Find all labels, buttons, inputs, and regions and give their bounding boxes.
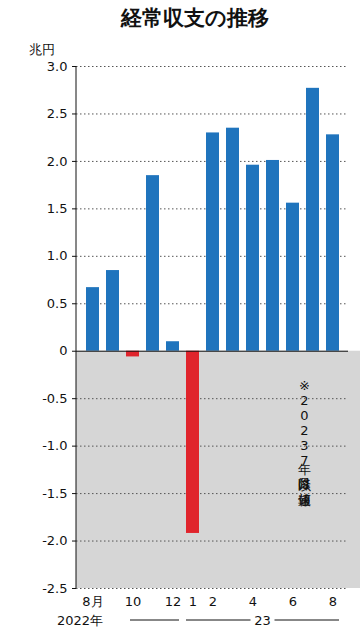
svg-text:3.0: 3.0	[47, 59, 68, 74]
svg-text:1.0: 1.0	[47, 248, 68, 263]
svg-text:12: 12	[165, 594, 182, 609]
html-text:経常収支の推移: 経常収支の推移	[121, 6, 269, 30]
html-text:※2023年7月以降は速報値: ※2023年7月以降は速報値	[297, 378, 312, 483]
svg-text:8: 8	[329, 594, 337, 609]
svg-text:10: 10	[125, 594, 142, 609]
svg-text:兆円: 兆円	[29, 42, 55, 57]
svg-text:2.5: 2.5	[47, 106, 68, 121]
svg-text:4: 4	[249, 594, 257, 609]
svg-text:8月: 8月	[82, 594, 103, 609]
svg-text:-2.0: -2.0	[42, 533, 67, 548]
svg-text:-2.5: -2.5	[42, 581, 67, 596]
svg-text:-0.5: -0.5	[42, 391, 67, 406]
svg-text:0: 0	[59, 343, 67, 358]
svg-text:1.5: 1.5	[47, 201, 68, 216]
svg-text:2022年: 2022年	[57, 613, 103, 628]
svg-text:2.0: 2.0	[47, 154, 68, 169]
svg-text:1: 1	[189, 594, 197, 609]
svg-text:23: 23	[254, 613, 271, 628]
svg-text:-1.0: -1.0	[42, 438, 67, 453]
svg-text:0.5: 0.5	[47, 296, 68, 311]
svg-text:2: 2	[209, 594, 217, 609]
svg-text:-1.5: -1.5	[42, 486, 67, 501]
svg-text:6: 6	[289, 594, 297, 609]
